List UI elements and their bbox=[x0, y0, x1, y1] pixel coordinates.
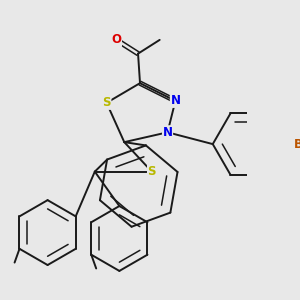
Text: S: S bbox=[102, 96, 111, 109]
Text: Br: Br bbox=[293, 138, 300, 151]
Text: O: O bbox=[111, 33, 122, 46]
Text: S: S bbox=[148, 165, 156, 178]
Text: N: N bbox=[163, 126, 172, 139]
Text: N: N bbox=[170, 94, 180, 107]
